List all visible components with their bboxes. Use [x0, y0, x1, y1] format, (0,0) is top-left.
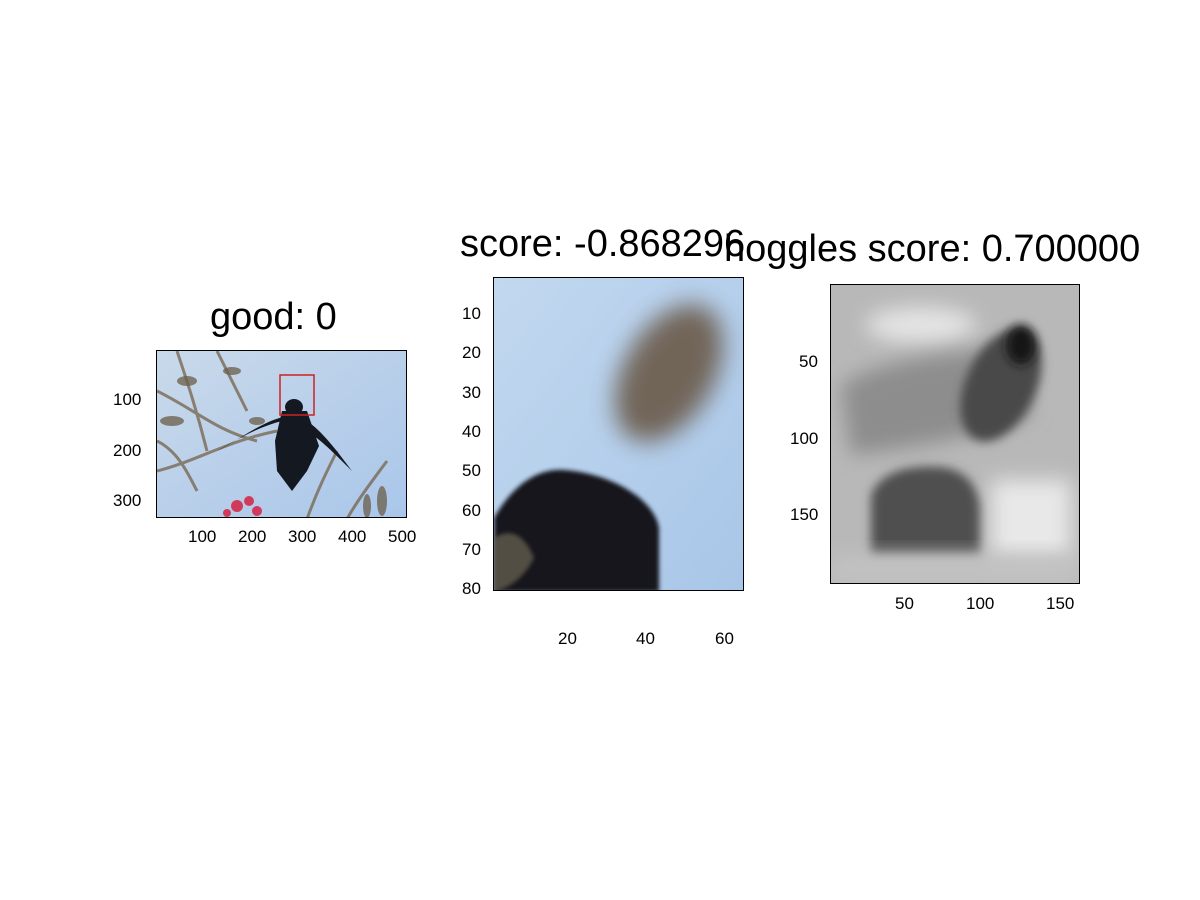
panel2-y-tick: 40 [462, 422, 481, 441]
panel2-y-tick: 70 [462, 540, 481, 559]
panel1-photo-axes [156, 350, 407, 518]
panel3-hoggles-axes [830, 284, 1080, 584]
panel2-title: score: -0.868296 [460, 223, 746, 265]
panel1-y-tick: 200 [113, 441, 142, 460]
panel1-title: good: 0 [210, 296, 337, 338]
bird-photo [157, 351, 406, 517]
panel2-x-tick: 20 [558, 629, 577, 648]
panel3-title: hoggles score: 0.700000 [724, 228, 1141, 270]
detection-box [279, 374, 315, 416]
panel2-x-tick: 60 [715, 629, 734, 648]
panel1-x-tick: 300 [288, 527, 317, 546]
panel2-crop-axes [493, 277, 744, 591]
bird-head-crop [494, 278, 743, 590]
panel2-y-tick: 20 [462, 343, 481, 362]
panel2-x-tick: 40 [636, 629, 655, 648]
panel1-x-tick: 200 [238, 527, 267, 546]
panel1-x-tick: 400 [338, 527, 367, 546]
panel1-x-tick: 100 [188, 527, 217, 546]
panel2-y-tick: 80 [462, 579, 481, 598]
hoggles-visualization [831, 285, 1079, 583]
panel2-y-tick: 10 [462, 304, 481, 323]
panel3-x-tick: 100 [966, 594, 995, 613]
panel1-y-tick: 100 [113, 390, 142, 409]
panel3-x-tick: 150 [1046, 594, 1075, 613]
panel3-y-tick: 50 [799, 352, 818, 371]
panel2-y-tick: 30 [462, 383, 481, 402]
panel2-y-tick: 50 [462, 461, 481, 480]
panel3-x-tick: 50 [895, 594, 914, 613]
panel2-y-tick: 60 [462, 501, 481, 520]
panel3-y-tick: 150 [790, 505, 819, 524]
panel1-x-tick: 500 [388, 527, 417, 546]
panel3-y-tick: 100 [790, 429, 819, 448]
panel1-y-tick: 300 [113, 491, 142, 510]
